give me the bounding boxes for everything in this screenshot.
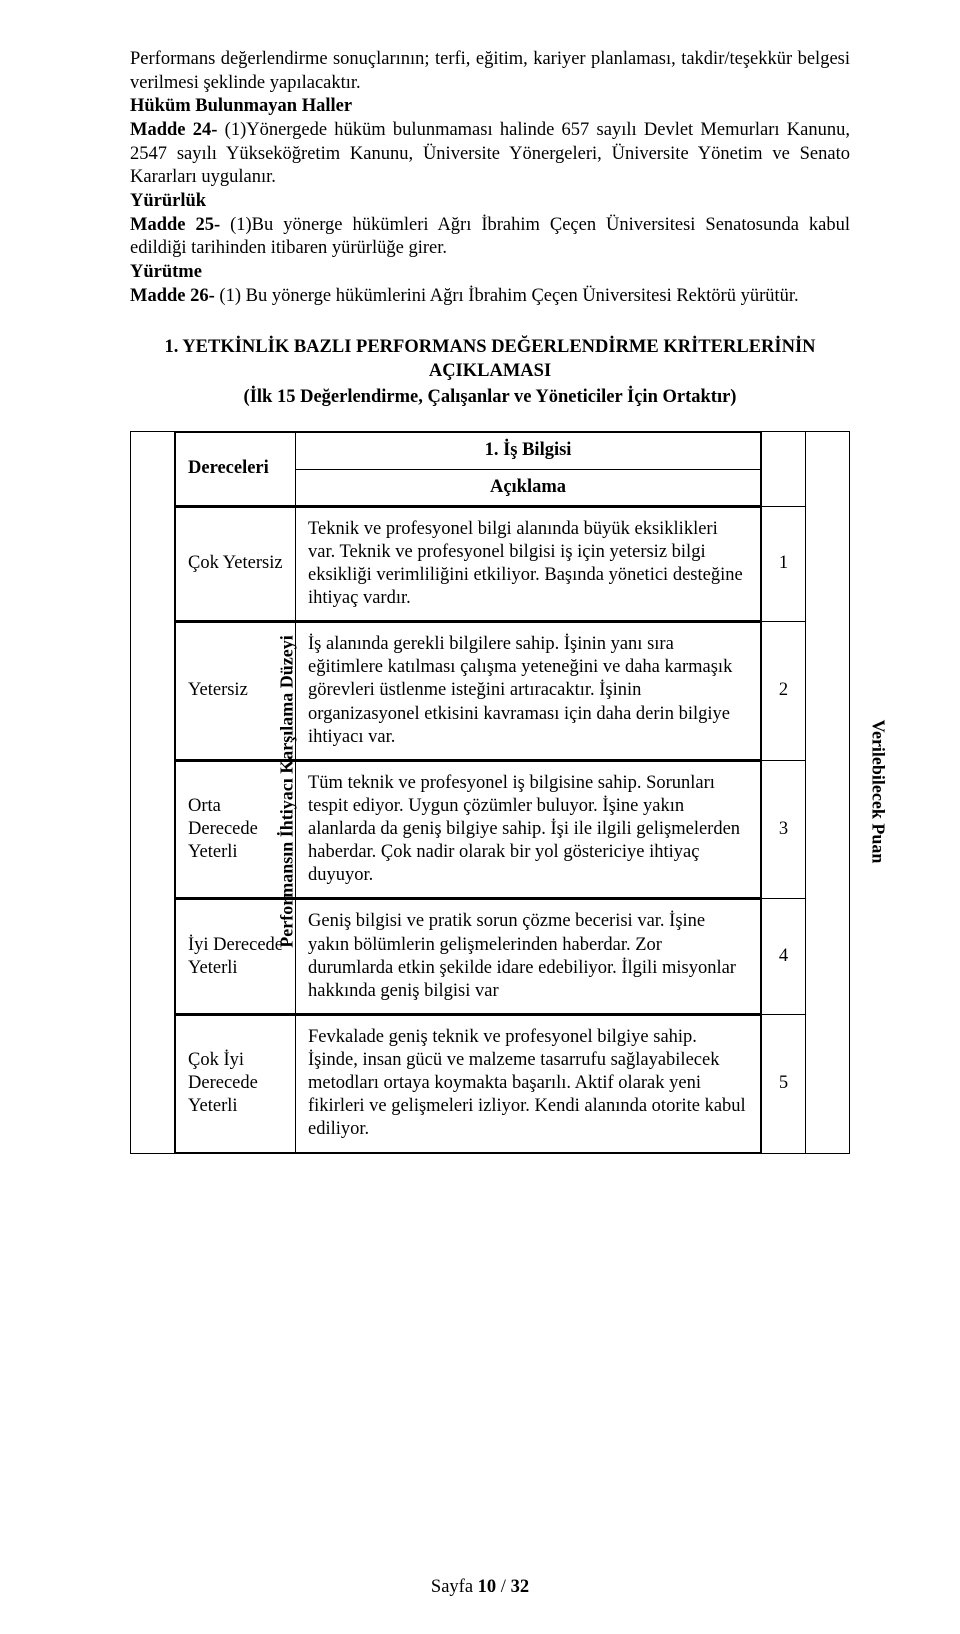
criteria-table: Performansın İhtiyacı Karşılama Düzeyi D… — [130, 431, 850, 1153]
table-row: İyi Derecede Yeterli Geniş bilgisi ve pr… — [131, 899, 850, 1015]
madde-24: Madde 24- (1)Yönergede hüküm bulunmaması… — [130, 119, 850, 190]
page-footer: Sayfa 10 / 32 — [0, 1576, 960, 1600]
intro-paragraph: Performans değerlendirme sonuçlarının; t… — [130, 48, 850, 95]
score-cell: 5 — [762, 1014, 806, 1153]
table-header-row: Dereceleri 1. İş Bilgisi — [176, 433, 761, 469]
heading-hukum: Hüküm Bulunmayan Haller — [130, 95, 850, 119]
desc-cell: İş alanında gerekli bilgilere sahip. İşi… — [296, 623, 761, 760]
madde-24-label: Madde 24- — [130, 120, 225, 140]
col-header-desc: Açıklama — [296, 469, 761, 505]
madde-25: Madde 25- (1)Bu yönerge hükümleri Ağrı İ… — [130, 214, 850, 261]
madde-26-body: (1) Bu yönerge hükümlerini Ağrı İbrahim … — [219, 286, 798, 306]
footer-total: 32 — [511, 1577, 530, 1597]
madde-25-body: (1)Bu yönerge hükümleri Ağrı İbrahim Çeç… — [130, 215, 850, 259]
score-cell: 3 — [762, 760, 806, 899]
table-row: Çok Yetersiz Teknik ve profesyonel bilgi… — [131, 506, 850, 622]
footer-page: 10 — [478, 1577, 497, 1597]
table-row: Orta Derecede Yeterli Tüm teknik ve prof… — [131, 760, 850, 899]
right-vertical-label: Verilebilecek Puan — [866, 720, 889, 864]
table-row: Çok İyi Derecede Yeterli Fevkalade geniş… — [131, 1014, 850, 1153]
score-cell: 4 — [762, 899, 806, 1015]
desc-cell: Geniş bilgisi ve pratik sorun çözme bece… — [296, 900, 761, 1014]
heading-yururluk: Yürürlük — [130, 190, 850, 214]
section-subtitle: (İlk 15 Değerlendirme, Çalışanlar ve Yön… — [130, 386, 850, 410]
score-cell: 2 — [762, 622, 806, 761]
page-container: Performans değerlendirme sonuçlarının; t… — [0, 0, 960, 1634]
heading-yurutme: Yürütme — [130, 261, 850, 285]
score-cell: 1 — [762, 506, 806, 622]
desc-cell: Tüm teknik ve profesyonel iş bilgisine s… — [296, 761, 761, 898]
right-vertical-label-cell: Verilebilecek Puan — [806, 432, 850, 1153]
topic-header: 1. İş Bilgisi — [296, 433, 761, 469]
madde-26-label: Madde 26- — [130, 286, 219, 306]
section-title: 1. YETKİNLİK BAZLI PERFORMANS DEĞERLENDİ… — [130, 336, 850, 383]
table-row: Yetersiz İş alanında gerekli bilgilere s… — [131, 622, 850, 761]
madde-25-label: Madde 25- — [130, 215, 230, 235]
desc-cell: Teknik ve profesyonel bilgi alanında büy… — [296, 507, 761, 621]
footer-prefix: Sayfa — [431, 1577, 478, 1597]
left-vertical-label: Performansın İhtiyacı Karşılama Düzeyi — [276, 635, 299, 947]
score-header-cell — [762, 432, 806, 506]
madde-26: Madde 26- (1) Bu yönerge hükümlerini Ağr… — [130, 285, 850, 309]
madde-24-body: (1)Yönergede hüküm bulunmaması halinde 6… — [130, 120, 850, 187]
level-cell: Çok İyi Derecede Yeterli — [176, 1015, 296, 1152]
col-header-level: Dereceleri — [176, 433, 296, 505]
left-vertical-label-cell: Performansın İhtiyacı Karşılama Düzeyi — [131, 432, 175, 1153]
level-cell: Çok Yetersiz — [176, 507, 296, 621]
footer-sep: / — [496, 1577, 510, 1597]
desc-cell: Fevkalade geniş teknik ve profesyonel bi… — [296, 1015, 761, 1152]
